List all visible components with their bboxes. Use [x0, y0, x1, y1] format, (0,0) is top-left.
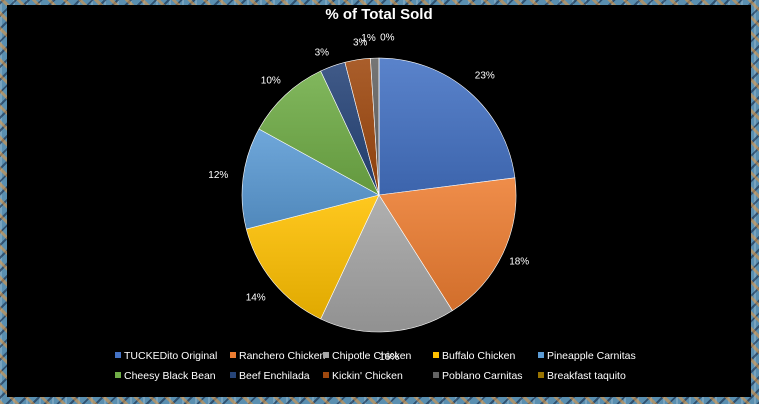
legend-entry[interactable]: Beef Enchilada [239, 370, 310, 382]
pie-slice-pineapple-carnitas[interactable] [241, 128, 380, 230]
legend-swatch [115, 352, 121, 358]
legend-entry[interactable]: Ranchero Chicken [239, 350, 326, 362]
legend-entry[interactable]: Poblano Carnitas [442, 370, 523, 382]
legend-entry[interactable]: Kickin' Chicken [332, 370, 403, 382]
pie-slice-ranchero-chicken[interactable] [378, 177, 517, 312]
legend-swatch [230, 372, 236, 378]
legend-swatch [115, 372, 121, 378]
pie-slice-cheesy-black-bean[interactable] [258, 70, 380, 196]
data-label: 14% [246, 293, 266, 304]
legend-entry[interactable]: Pineapple Carnitas [547, 350, 636, 362]
data-label: 16% [379, 352, 399, 363]
legend-entry[interactable]: TUCKEDito Original [124, 350, 217, 362]
legend-swatch [323, 372, 329, 378]
pie-chart: % of Total Sold 23%18%16%14%12%10%3%3%1%… [115, 6, 636, 382]
legend-swatch [433, 352, 439, 358]
data-label: 0% [380, 33, 395, 44]
legend-swatch [433, 372, 439, 378]
data-label: 23% [475, 71, 495, 82]
legend-entry[interactable]: Breakfast taquito [547, 370, 626, 382]
legend-entry[interactable]: Cheesy Black Bean [124, 370, 216, 382]
pie-slice-tuckedito-original[interactable] [378, 57, 516, 196]
data-label: 3% [315, 48, 330, 59]
data-label: 12% [208, 170, 228, 181]
data-label: 10% [261, 75, 281, 86]
legend-swatch [323, 352, 329, 358]
legend-entry[interactable]: Chipotle Chicken [332, 350, 412, 362]
chart-frame: % of Total Sold 23% 18% 16% 14% 12% 10% 3% 3% 1%… [7, 5, 751, 397]
pie-slice-chipotle-chicken[interactable] [320, 194, 453, 333]
chart-title: % of Total Sold [325, 6, 432, 23]
legend-entry[interactable]: Buffalo Chicken [442, 350, 516, 362]
legend-swatch [538, 352, 544, 358]
data-label: 1% [361, 33, 376, 44]
legend-swatch [538, 372, 544, 378]
data-label: 18% [509, 257, 529, 268]
data-label: 3% [353, 38, 368, 49]
legend-swatch [230, 352, 236, 358]
pie-slice-buffalo-chicken[interactable] [245, 194, 380, 320]
